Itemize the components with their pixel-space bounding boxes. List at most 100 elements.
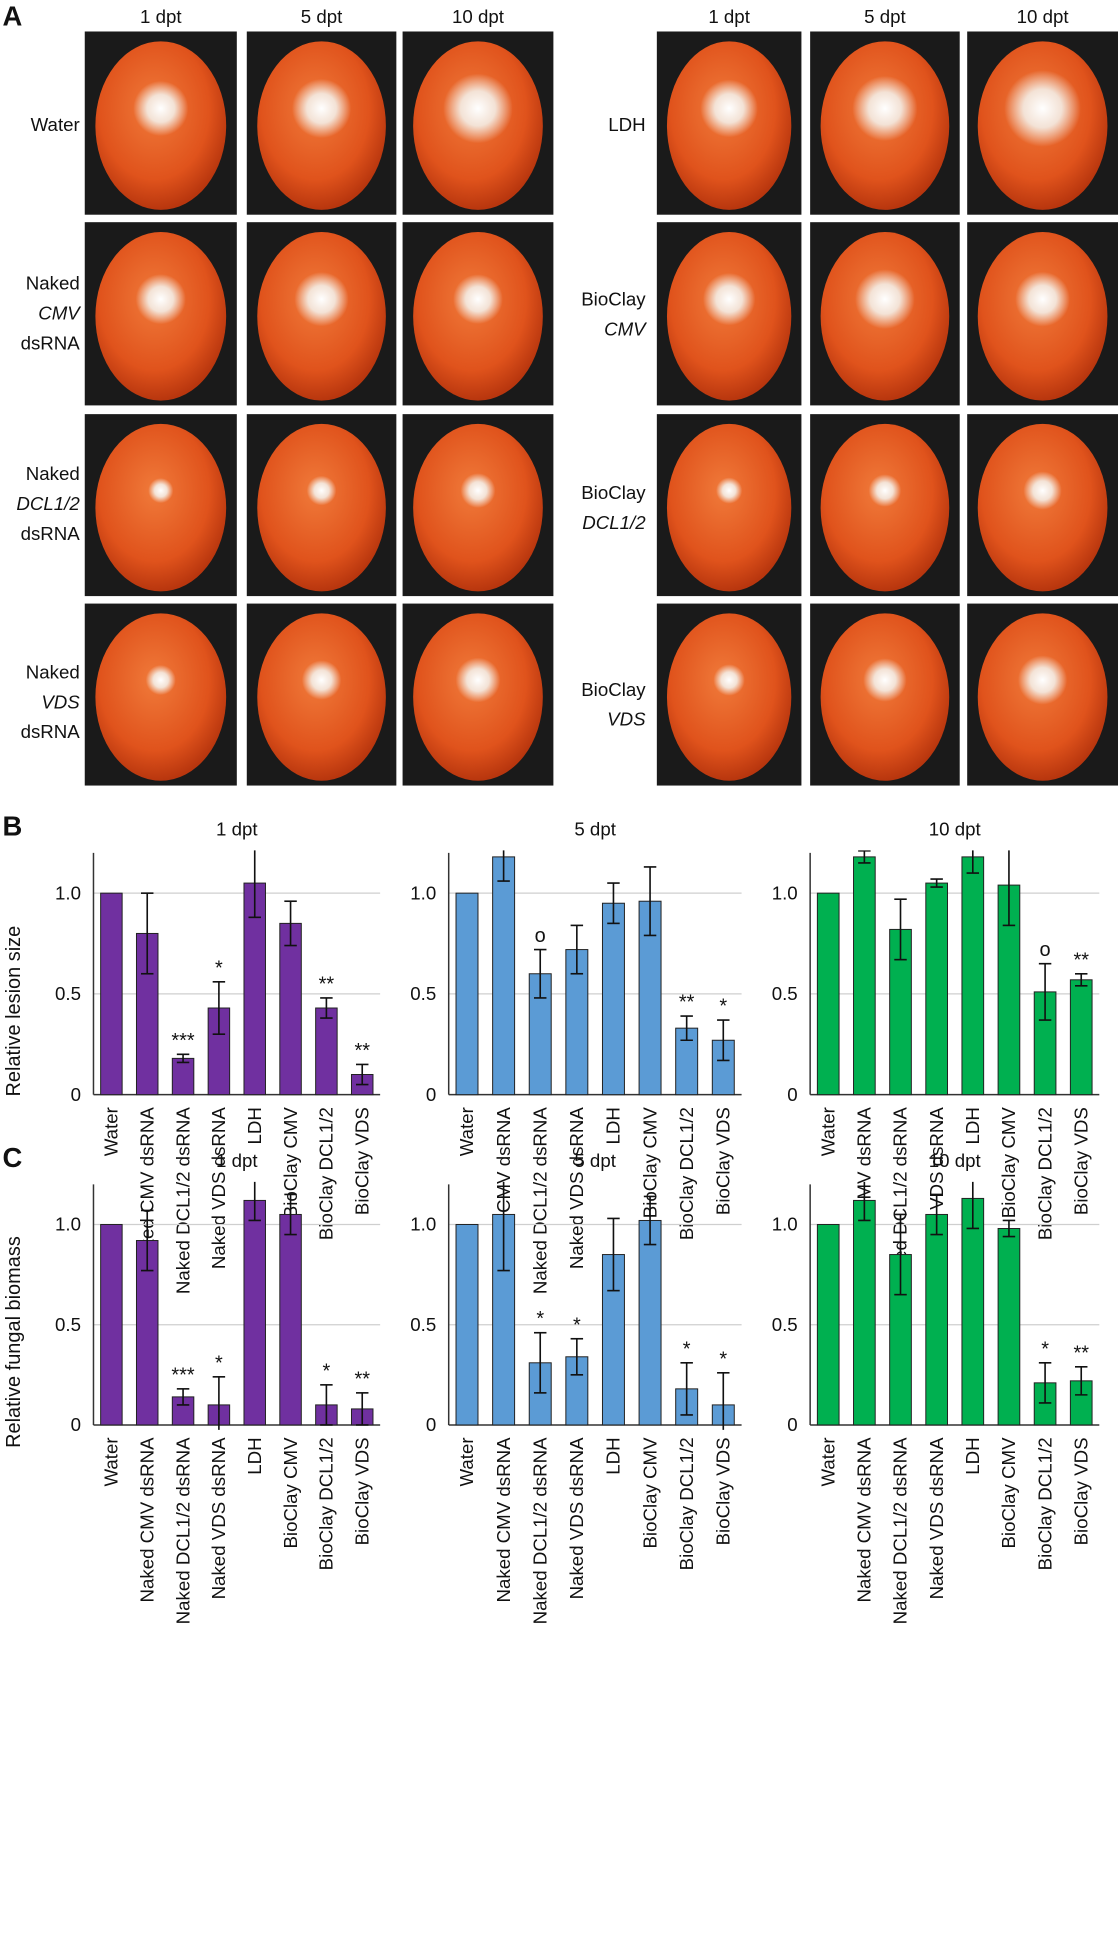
x-tick-label: Naked VDS dsRNA	[208, 1107, 229, 1270]
error-bar	[1075, 972, 1088, 987]
x-tick-label: BioClay DCL1/2	[676, 1107, 697, 1240]
significance: *	[1041, 1338, 1049, 1360]
error-bar	[966, 1181, 980, 1230]
x-tick-label: LDH	[603, 1437, 624, 1474]
lesion	[702, 272, 756, 326]
lesion	[1017, 655, 1068, 705]
significance: *	[719, 996, 727, 1018]
plot-area	[816, 1181, 1093, 1426]
bar	[455, 892, 479, 1096]
error-bar	[643, 866, 657, 937]
significance: *	[719, 1348, 727, 1370]
error-bar	[284, 1193, 297, 1236]
significance: **	[354, 1368, 370, 1390]
plot-area	[455, 1181, 735, 1430]
row-label: dsRNA	[21, 721, 81, 742]
error-bar	[930, 878, 943, 888]
x-tick-label: BioClay CMV	[998, 1107, 1019, 1219]
x-tick-label: Naked CMV dsRNA	[854, 1437, 875, 1603]
column-header: 1 dpt	[708, 6, 750, 27]
x-tick-label: Naked CMV dsRNA	[136, 1107, 157, 1273]
significance: o	[535, 925, 546, 947]
error-bar	[248, 1181, 261, 1222]
error-bar	[858, 1181, 871, 1222]
bar	[961, 856, 985, 1096]
bar	[243, 1199, 266, 1426]
x-tick-label: BioClay VDS	[351, 1107, 372, 1215]
lesion	[1004, 70, 1081, 147]
bar	[100, 1223, 123, 1426]
significance: **	[354, 1040, 370, 1062]
significance: ***	[171, 1030, 195, 1052]
x-tick-label: Water	[101, 1437, 122, 1486]
lesion	[291, 78, 352, 139]
plot-area	[816, 850, 1093, 1096]
x-tick-label: BioClay DCL1/2	[316, 1107, 337, 1240]
bar	[279, 922, 302, 1096]
significance: **	[679, 992, 695, 1014]
error-bar	[355, 1063, 369, 1086]
chart-title: 10 dpt	[929, 818, 982, 839]
error-bar	[570, 924, 584, 975]
x-tick-label: Naked VDS dsRNA	[566, 1437, 587, 1600]
row-label: CMV	[604, 319, 647, 340]
lesion	[1023, 471, 1062, 510]
significance: *	[215, 957, 223, 979]
lesion	[301, 660, 342, 700]
tomato	[95, 613, 227, 781]
significance: *	[573, 1314, 581, 1336]
tomato	[95, 423, 227, 592]
x-tick-label: LDH	[603, 1107, 624, 1144]
row-label: dsRNA	[21, 523, 81, 544]
chart: 1 dpt B Relative lesion size 0 0.5 1.0 Water Na…	[2, 810, 381, 1294]
x-tick-label: Water	[456, 1437, 477, 1486]
row-label: Naked	[26, 463, 80, 484]
x-tick-label: BioClay DCL1/2	[676, 1437, 697, 1570]
lesion	[133, 80, 189, 137]
panel-label: C	[2, 1142, 22, 1173]
error-bar	[1075, 1365, 1088, 1396]
x-tick-label: BioClay DCL1/2	[1034, 1107, 1055, 1240]
error-bar	[248, 850, 261, 919]
x-tick-label: LDH	[244, 1437, 265, 1474]
panel-label: B	[2, 810, 22, 841]
row-label: CMV	[38, 302, 81, 323]
error-bar	[284, 900, 297, 947]
error-bar	[607, 1217, 620, 1292]
y-tick-label: 0.5	[410, 983, 436, 1004]
y-axis-label: Relative lesion size	[3, 926, 25, 1097]
lesion	[443, 73, 513, 144]
lesion	[713, 664, 745, 696]
error-bar	[176, 1388, 190, 1406]
chart-title: 10 dpt	[929, 1150, 982, 1171]
significance: *	[215, 1352, 223, 1374]
chart-title: 5 dpt	[574, 818, 616, 839]
bar	[853, 1199, 876, 1426]
error-bar	[1038, 1361, 1052, 1404]
tomato	[820, 423, 950, 592]
chart: 10 dpt 0 0.5 1.0 Water Naked CMV dsRNA Naked D…	[772, 1150, 1100, 1624]
x-tick-label: Naked VDS dsRNA	[926, 1437, 947, 1600]
plot-area	[100, 850, 374, 1096]
x-tick-label: BioClay DCL1/2	[316, 1437, 337, 1570]
significance: *	[683, 1338, 691, 1360]
bar	[171, 1057, 195, 1096]
x-tick-label: Naked DCL1/2 dsRNA	[890, 1437, 911, 1624]
x-tick-label: Water	[817, 1437, 838, 1486]
y-tick-label: 0.5	[55, 983, 81, 1004]
chart-title: 5 dpt	[574, 1150, 616, 1171]
column-header: 5 dpt	[864, 6, 906, 27]
y-tick-label: 0	[787, 1084, 797, 1105]
bar	[315, 1007, 338, 1096]
bar	[279, 1213, 302, 1426]
error-bar	[140, 892, 154, 975]
error-bar	[1002, 1219, 1016, 1238]
y-tick-label: 1.0	[772, 1214, 798, 1235]
bar	[100, 892, 123, 1096]
error-bar	[894, 898, 907, 961]
error-bar	[930, 1193, 943, 1236]
column-header: 1 dpt	[140, 6, 182, 27]
error-bar	[212, 981, 226, 1036]
